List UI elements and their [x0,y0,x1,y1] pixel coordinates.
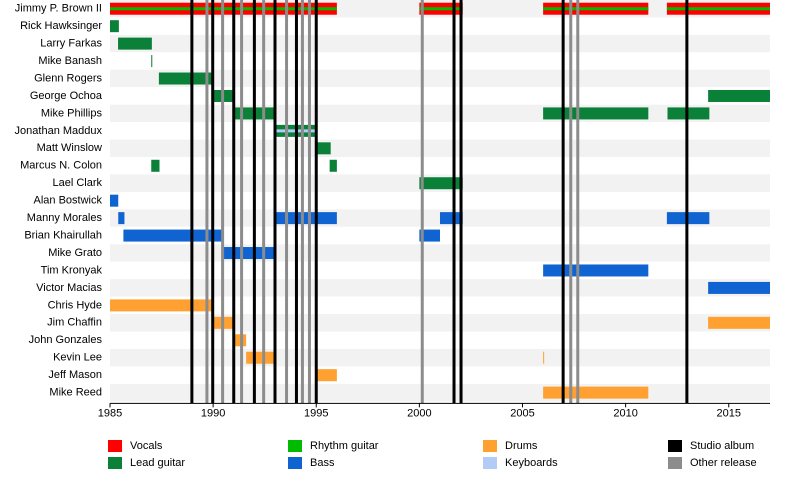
member-name: Mike Phillips [41,107,103,119]
row-background [110,383,770,402]
role-bar [543,107,649,120]
member-name: Jeff Mason [48,369,102,381]
member-name: Chris Hyde [48,299,102,311]
x-tick-label: 1990 [201,407,225,419]
row-background [110,349,770,367]
role-bar [419,229,440,242]
member-name: George Ochoa [30,90,103,102]
role-bar [667,107,710,120]
row-background [110,139,770,158]
legend-label: Rhythm guitar [310,440,379,452]
member-name: Jim Chaffin [47,317,102,329]
row-background [110,244,770,262]
row-background [110,314,770,332]
legend-label: Vocals [130,440,163,452]
row-background [110,34,770,53]
row-background [110,17,770,35]
role-bar [543,386,649,399]
role-bar [123,229,223,242]
member-name: Mike Reed [49,387,102,399]
row-background [110,261,770,280]
legend-swatch [483,440,497,452]
role-bar [329,159,337,172]
member-name: Matt Winslow [37,142,102,154]
x-tick-label: 2010 [613,407,637,419]
legend-label: Studio album [690,440,754,452]
role-bar [233,334,247,347]
row-background [110,122,770,140]
member-name: Manny Morales [27,212,103,224]
role-bar [708,281,770,294]
legend-label: Bass [310,457,335,469]
member-name: Tim Kronyak [41,264,103,276]
role-bar [158,72,214,85]
member-name: Rick Hawksinger [20,20,102,32]
role-bar [708,89,770,102]
role-bar [419,7,463,11]
x-tick-label: 2005 [510,407,534,419]
role-bar [118,37,152,50]
role-bar [110,194,119,207]
row-background [110,191,770,210]
row-background [110,157,770,175]
legend-label: Lead guitar [130,457,185,469]
role-bar [222,247,275,260]
role-bar [543,7,649,11]
member-name: Mike Grato [48,247,102,259]
row-background [110,87,770,105]
legend-swatch [288,457,302,469]
role-bar [543,351,545,364]
legend-swatch [668,457,682,469]
role-bar [246,351,275,364]
legend-swatch [108,457,122,469]
row-background [110,331,770,349]
x-tick-label: 2000 [407,407,431,419]
legend-swatch [288,440,302,452]
member-name: Kevin Lee [53,352,102,364]
legend-swatch [668,440,682,452]
member-name: Alan Bostwick [34,195,103,207]
legend-label: Other release [690,457,757,469]
member-name: Victor Macias [36,282,102,294]
x-tick-label: 1985 [98,407,122,419]
role-bar [666,7,770,11]
role-bar [151,159,160,172]
legend-label: Drums [505,440,538,452]
role-bar [275,212,337,225]
member-name: Larry Farkas [40,38,102,50]
member-name: Marcus N. Colon [20,160,102,172]
member-name: Lael Clark [52,177,102,189]
member-name: Mike Banash [38,55,102,67]
row-background [110,279,770,297]
legend-swatch [483,457,497,469]
legend-swatch [108,440,122,452]
role-bar [110,20,119,33]
member-name: Brian Khairullah [24,229,102,241]
role-bar [440,212,463,225]
row-background [110,52,770,70]
x-tick-label: 1995 [304,407,328,419]
row-background [110,366,770,384]
member-name: Glenn Rogers [34,72,102,84]
member-name: Jimmy P. Brown II [15,3,102,15]
role-bar [316,142,331,155]
x-tick-label: 2015 [717,407,741,419]
member-name: Jonathan Maddux [15,125,103,137]
role-bar [419,177,463,190]
role-bar [151,55,153,68]
member-name: John Gonzales [29,334,103,346]
legend-label: Keyboards [505,457,558,469]
role-bar [118,212,125,225]
role-bar [316,369,337,382]
role-bar [543,264,649,277]
role-bar [110,299,214,312]
role-bar [708,316,770,329]
